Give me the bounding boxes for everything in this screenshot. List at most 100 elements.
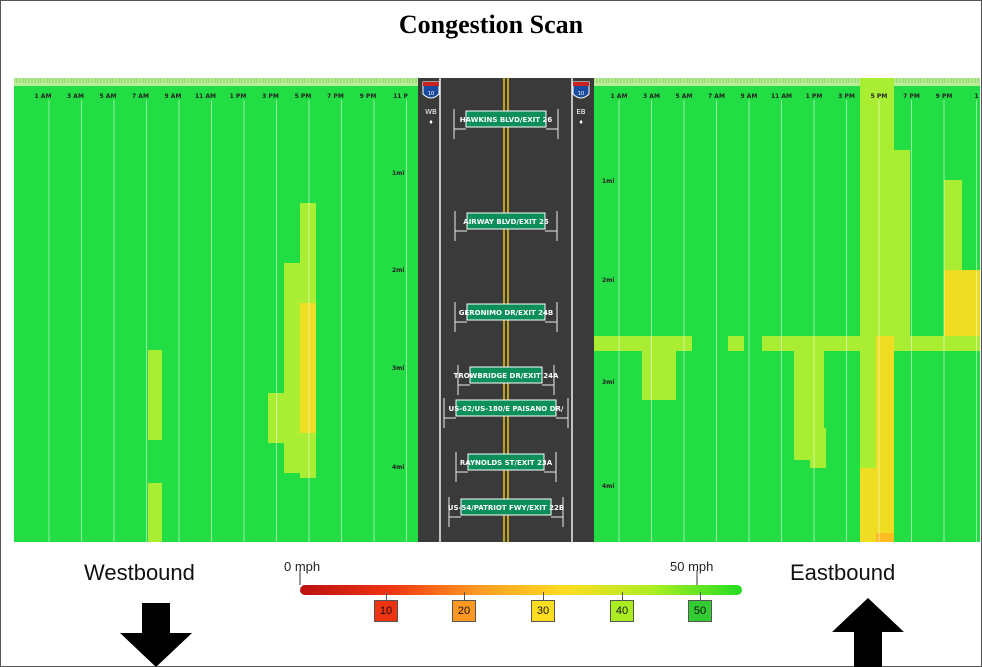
wb-congestion-cell — [148, 350, 162, 440]
wb-congestion-cell — [284, 383, 300, 473]
exit-sign-label: TROWBRIDGE DR/EXIT 24A — [454, 372, 559, 380]
wb-mile-label: 1mi — [392, 170, 404, 177]
wb-time-label: 3 AM — [67, 93, 84, 100]
legend-tick-20: 20 — [452, 600, 476, 622]
wb-congestion-cell — [300, 303, 316, 433]
exit-sign-label: US-54/PATRIOT FWY/EXIT 22B — [448, 504, 564, 512]
westbound-label: Westbound — [84, 560, 195, 585]
eb-time-label: 7 AM — [708, 93, 725, 100]
eb-time-label: 5 AM — [676, 93, 693, 100]
eb-time-label: 1 PM — [806, 93, 823, 100]
legend-tick-line — [622, 592, 623, 600]
eb-congestion-cell — [728, 336, 744, 351]
exit-sign-label: US-62/US-180/E PAISANO DR/ — [449, 405, 564, 413]
eb-mile-label: 2mi — [602, 277, 614, 284]
wb-time-label: 1 PM — [230, 93, 247, 100]
wb-diamond-icon: ♦ — [429, 119, 433, 126]
wb-congestion-cell — [284, 263, 300, 388]
eastbound-heatmap-svg: 1 AM 3 AM 5 AM 7 AM 9 AM 11 AM 1 PM 3 PM 5 PM 7 P… — [594, 78, 980, 542]
eb-time-label: 3 AM — [643, 93, 660, 100]
wb-time-label: 9 AM — [165, 93, 182, 100]
ramp-line — [545, 211, 558, 241]
eb-badge: EB — [576, 108, 585, 116]
wb-time-label: 9 PM — [360, 93, 377, 100]
exit-sign — [469, 366, 543, 384]
eb-congestion-cell — [876, 336, 894, 542]
wb-time-label: 1 AM — [35, 93, 52, 100]
eastbound-label: Eastbound — [790, 560, 896, 585]
eb-time-label: 9 AM — [741, 93, 758, 100]
eastbound-heatmap: 1 AM 3 AM 5 AM 7 AM 9 AM 11 AM 1 PM 3 PM 5 PM 7 P… — [594, 78, 980, 542]
legend-tick-line — [464, 592, 465, 600]
eb-mile-label: 1mi — [602, 178, 614, 185]
exit-sign-label: HAWKINS BLVD/EXIT 26 — [460, 116, 553, 124]
wb-free-flow-bg — [14, 78, 418, 542]
ramp-line — [556, 398, 569, 428]
up-arrow-icon — [832, 598, 904, 667]
eb-mile-label: 4mi — [602, 483, 614, 490]
shield-label: 10 — [578, 91, 584, 97]
eb-diamond-icon: ♦ — [579, 119, 583, 126]
exit-sign — [466, 303, 546, 321]
interstate-shield-icon: 10 — [422, 81, 440, 99]
legend-min-label: 0 mph — [284, 559, 321, 574]
westbound-heatmap: 1 AM 3 AM 5 AM 7 AM 9 AM 11 AM 1 PM 3 PM 5 PM 7 P… — [14, 78, 418, 542]
legend-tick-line — [386, 592, 387, 600]
speed-legend: 0 mph 50 mph 10 20 30 40 50 — [270, 558, 750, 658]
ramp-line — [457, 365, 470, 395]
ramp-line — [443, 398, 456, 428]
exit-sign-label: AIRWAY BLVD/EXIT 25 — [463, 218, 549, 226]
eb-congestion-cell — [762, 336, 862, 351]
legend-tick-40: 40 — [610, 600, 634, 622]
eb-congestion-cell — [810, 428, 826, 468]
eb-congestion-cell — [642, 350, 676, 400]
interstate-shield-icon: 10 — [572, 81, 590, 99]
eb-time-label: 5 PM — [871, 93, 888, 100]
exit-sign — [467, 453, 545, 471]
legend-max-label: 50 mph — [670, 559, 714, 574]
eb-time-label: 11 AM — [771, 93, 792, 100]
legend-tick-50: 50 — [688, 600, 712, 622]
wb-mile-label: 2mi — [392, 267, 404, 274]
ramp-line — [545, 302, 558, 332]
shield-label: 10 — [428, 91, 434, 97]
wb-time-label: 11 AM — [195, 93, 216, 100]
exit-sign — [465, 110, 547, 128]
eb-time-label: 1 AM — [611, 93, 628, 100]
wb-time-label: 7 AM — [132, 93, 149, 100]
legend-tick-line — [543, 592, 544, 600]
ramp-line — [454, 211, 467, 241]
eb-congestion-cell — [894, 336, 980, 351]
legend-bar-svg — [299, 570, 742, 595]
eb-time-label: 3 PM — [838, 93, 855, 100]
wb-time-label: 5 AM — [100, 93, 117, 100]
wb-time-label: 11 P — [393, 93, 408, 100]
ramp-line — [546, 109, 559, 139]
wb-congestion-cell — [148, 483, 162, 542]
wb-ruler — [14, 78, 418, 86]
eb-congestion-cell — [876, 533, 894, 542]
road-diagram: 10 10 WB EB ♦ ♦ HAWKINS BLVD/EXIT 26 AIRWAY BLV… — [418, 78, 594, 542]
wb-mile-label: 3mi — [392, 365, 404, 372]
ramp-line — [448, 497, 461, 527]
legend-tick-30: 30 — [531, 600, 555, 622]
ramp-line — [453, 109, 466, 139]
wb-mile-label: 4mi — [392, 464, 404, 471]
eb-congestion-cell — [860, 468, 876, 542]
figure-title: Congestion Scan — [398, 10, 584, 39]
legend-tick-10: 10 — [374, 600, 398, 622]
ramp-line — [551, 497, 564, 527]
eb-time-label: 1 — [974, 93, 978, 100]
eb-ruler — [594, 78, 980, 86]
eb-time-label: 9 PM — [936, 93, 953, 100]
exit-sign-label: RAYNOLDS ST/EXIT 23A — [460, 459, 553, 467]
westbound-heatmap-svg: 1 AM 3 AM 5 AM 7 AM 9 AM 11 AM 1 PM 3 PM 5 PM 7 P… — [14, 78, 418, 542]
road-diagram-svg: 10 10 WB EB ♦ ♦ HAWKINS BLVD/EXIT 26 AIRWAY BLV… — [422, 78, 590, 542]
wb-congestion-cell — [300, 433, 316, 478]
down-arrow-icon — [120, 603, 192, 667]
wb-time-label: 7 PM — [327, 93, 344, 100]
ramp-line — [544, 452, 557, 482]
wb-time-label: 5 PM — [295, 93, 312, 100]
wb-badge: WB — [425, 108, 437, 116]
legend-gradient-bar — [300, 585, 742, 595]
